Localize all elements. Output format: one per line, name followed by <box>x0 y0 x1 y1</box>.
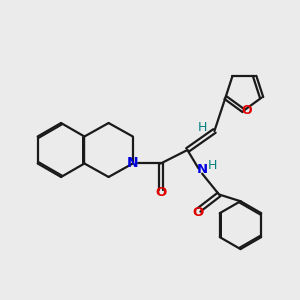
Text: N: N <box>196 164 208 176</box>
Text: H: H <box>198 121 207 134</box>
Text: O: O <box>192 206 203 219</box>
Text: O: O <box>155 185 166 199</box>
Text: O: O <box>241 104 252 117</box>
Text: N: N <box>127 157 139 170</box>
Text: H: H <box>207 159 217 172</box>
